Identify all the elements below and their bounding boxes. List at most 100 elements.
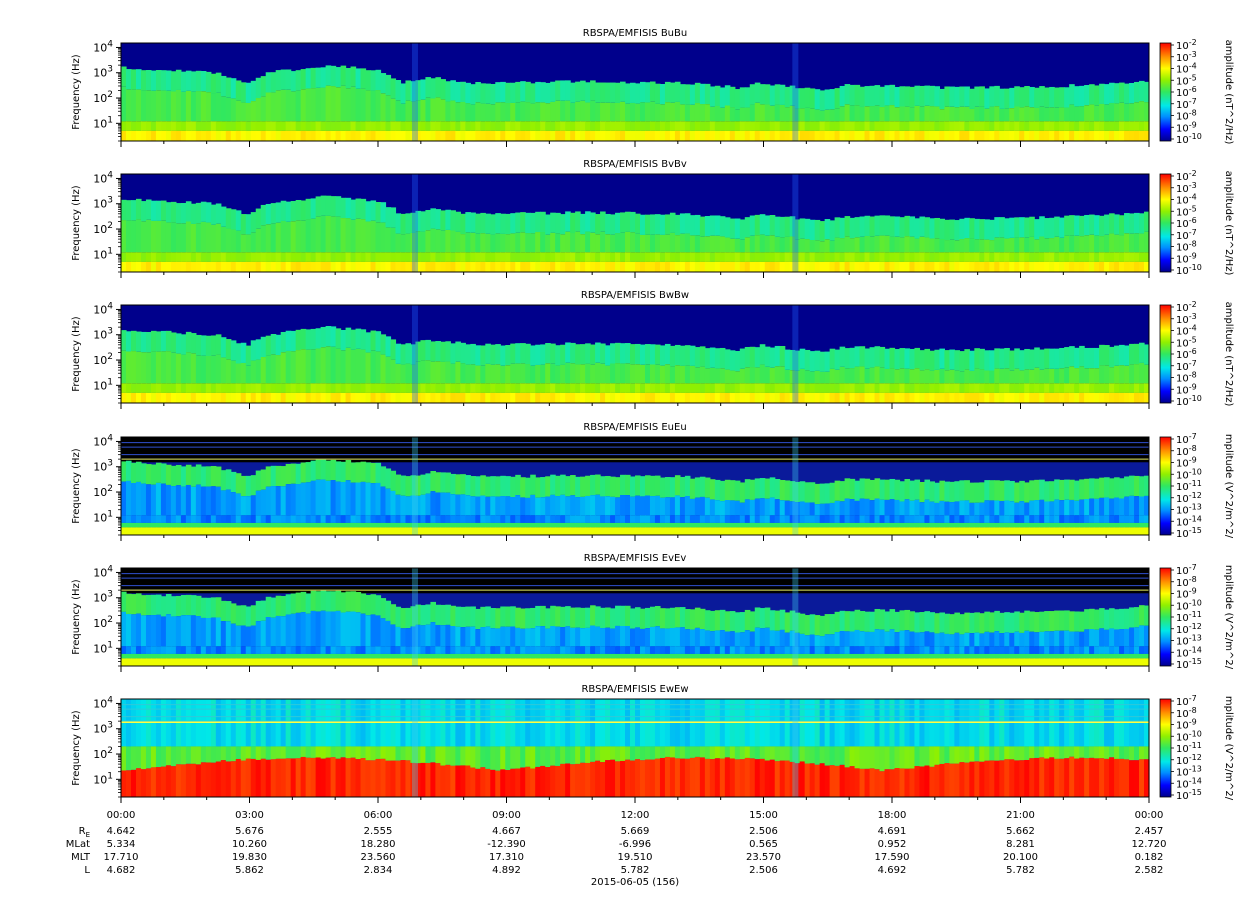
y-tick-label: 103 (93, 721, 113, 736)
y-tick-label: 104 (93, 564, 113, 579)
colorbar-tick-label: 10-5 (1176, 335, 1197, 349)
ephemeris-value: 0.182 (1135, 852, 1164, 863)
colorbar-tick-label: 10-12 (1176, 491, 1202, 505)
panel-title: RBSPA/EMFISIS EwEw (581, 684, 688, 695)
colorbar-tick-label: 10-2 (1176, 169, 1197, 183)
colorbar-tick-label: 10-7 (1176, 359, 1197, 373)
ephemeris-value: 20.100 (1003, 852, 1038, 863)
colorbar-tick-label: 10-10 (1176, 132, 1202, 146)
ephemeris-value: 2.834 (364, 865, 393, 876)
time-axis-annotation: 00:00 03:00 06:00 09:00 12:00 15:00 18:00 21:00… (66, 810, 1167, 888)
colorbar-tick-label: 10-7 (1176, 694, 1197, 708)
spectrogram-panel-4: RBSPA/EMFISIS EuEu 104 103 102 101 Frequency … (71, 422, 1234, 541)
colorbar-tick-label: 10-9 (1176, 718, 1197, 732)
y-tick-label: 104 (93, 695, 113, 710)
ephemeris-row-label: L (84, 865, 90, 876)
ephemeris-value: 10.260 (232, 839, 267, 850)
colorbar-tick-label: 10-6 (1176, 347, 1197, 361)
ephemeris-value: 17.590 (875, 852, 910, 863)
y-axis-label: Frequency (Hz) (71, 316, 82, 392)
y-tick-label: 104 (93, 39, 113, 54)
y-tick-label: 103 (93, 590, 113, 605)
ephemeris-value: 4.642 (107, 826, 136, 837)
colorbar-tick-label: 10-15 (1176, 526, 1202, 540)
colorbar-tick-label: 10-14 (1176, 514, 1202, 528)
x-tick-label: 03:00 (235, 810, 264, 821)
colorbar-label: amplitude (nT^2/Hz) (1223, 40, 1234, 145)
colorbar-tick-label: 10-11 (1176, 741, 1202, 755)
panel-title: RBSPA/EMFISIS BwBw (581, 290, 689, 301)
colorbar-tick-label: 10-4 (1176, 193, 1197, 207)
spectrogram-image (121, 305, 1150, 403)
ephemeris-row-label: RE (79, 826, 90, 839)
y-tick-label: 101 (93, 246, 113, 261)
colorbar-tick-label: 10-10 (1176, 467, 1202, 481)
ephemeris-value: 5.782 (1006, 865, 1035, 876)
ephemeris-value: 18.280 (361, 839, 396, 850)
colorbar-tick-label: 10-12 (1176, 753, 1202, 767)
ephemeris-value: 8.281 (1006, 839, 1035, 850)
ephemeris-value: 4.692 (878, 865, 907, 876)
colorbar-tick-label: 10-6 (1176, 216, 1197, 230)
colorbar-tick-label: 10-4 (1176, 62, 1197, 76)
spectrogram-image (121, 43, 1150, 141)
colorbar-tick-label: 10-3 (1176, 181, 1197, 195)
x-tick-label: 00:00 (107, 810, 136, 821)
ephemeris-row-label: MLat (66, 839, 90, 850)
colorbar-tick-label: 10-8 (1176, 575, 1197, 589)
y-tick-label: 102 (93, 221, 113, 236)
x-tick-label: 12:00 (621, 810, 650, 821)
colorbar-tick-label: 10-5 (1176, 73, 1197, 87)
ephemeris-value: 12.720 (1132, 839, 1167, 850)
ephemeris-value: 2.506 (749, 826, 778, 837)
colorbar-tick-label: 10-2 (1176, 300, 1197, 314)
x-tick-label: 09:00 (492, 810, 521, 821)
ephemeris-value: 4.667 (492, 826, 521, 837)
colorbar-tick-label: 10-15 (1176, 657, 1202, 671)
colorbar: 10-210-310-410-510-610-710-810-910-10 amp… (1159, 169, 1234, 277)
y-tick-label: 103 (93, 459, 113, 474)
colorbar-label: amplitude (nT^2/Hz) (1223, 171, 1234, 276)
colorbar-tick-label: 10-14 (1176, 776, 1202, 790)
y-tick-label: 101 (93, 771, 113, 786)
ephemeris-value: -12.390 (487, 839, 526, 850)
ephemeris-value: 17.710 (104, 852, 139, 863)
ephemeris-row-label: MLT (71, 852, 91, 863)
colorbar-tick-label: 10-9 (1176, 120, 1197, 134)
colorbar-tick-label: 10-11 (1176, 610, 1202, 624)
colorbar-label: mplitude (V^2/m^2/ (1223, 696, 1234, 801)
colorbar-tick-label: 10-6 (1176, 85, 1197, 99)
y-tick-label: 104 (93, 301, 113, 316)
colorbar: 10-710-810-910-1010-1110-1210-1310-1410-… (1159, 694, 1234, 802)
colorbar-tick-label: 10-4 (1176, 324, 1197, 338)
ephemeris-value: 5.334 (107, 839, 136, 850)
colorbar-tick-label: 10-14 (1176, 645, 1202, 659)
ephemeris-value: 2.582 (1135, 865, 1164, 876)
spectrogram-panel-6: RBSPA/EMFISIS EwEw 104 103 102 101 Frequency … (71, 684, 1234, 803)
ephemeris-value: 23.570 (746, 852, 781, 863)
y-tick-label: 104 (93, 433, 113, 448)
spectrogram-panel-1: RBSPA/EMFISIS BuBu 104 103 102 101 Frequency … (71, 28, 1234, 147)
ephemeris-value: 5.669 (621, 826, 650, 837)
colorbar-tick-label: 10-13 (1176, 765, 1202, 779)
colorbar-tick-label: 10-7 (1176, 432, 1197, 446)
ephemeris-value: 4.682 (107, 865, 136, 876)
ephemeris-value: 5.676 (235, 826, 264, 837)
y-tick-label: 102 (93, 615, 113, 630)
colorbar-tick-label: 10-12 (1176, 622, 1202, 636)
colorbar-tick-label: 10-11 (1176, 479, 1202, 493)
colorbar-tick-label: 10-7 (1176, 97, 1197, 111)
y-axis-label: Frequency (Hz) (71, 54, 82, 130)
ephemeris-value: 4.691 (878, 826, 907, 837)
colorbar-tick-label: 10-7 (1176, 228, 1197, 242)
y-tick-label: 101 (93, 509, 113, 524)
colorbar-tick-label: 10-3 (1176, 50, 1197, 64)
panel-title: RBSPA/EMFISIS EvEv (584, 553, 687, 564)
colorbar-label: amplitude (nT^2/Hz) (1223, 302, 1234, 407)
y-tick-label: 102 (93, 746, 113, 761)
y-tick-label: 102 (93, 90, 113, 105)
x-tick-label: 15:00 (749, 810, 778, 821)
colorbar-tick-label: 10-3 (1176, 312, 1197, 326)
panel-title: RBSPA/EMFISIS BvBv (583, 159, 687, 170)
